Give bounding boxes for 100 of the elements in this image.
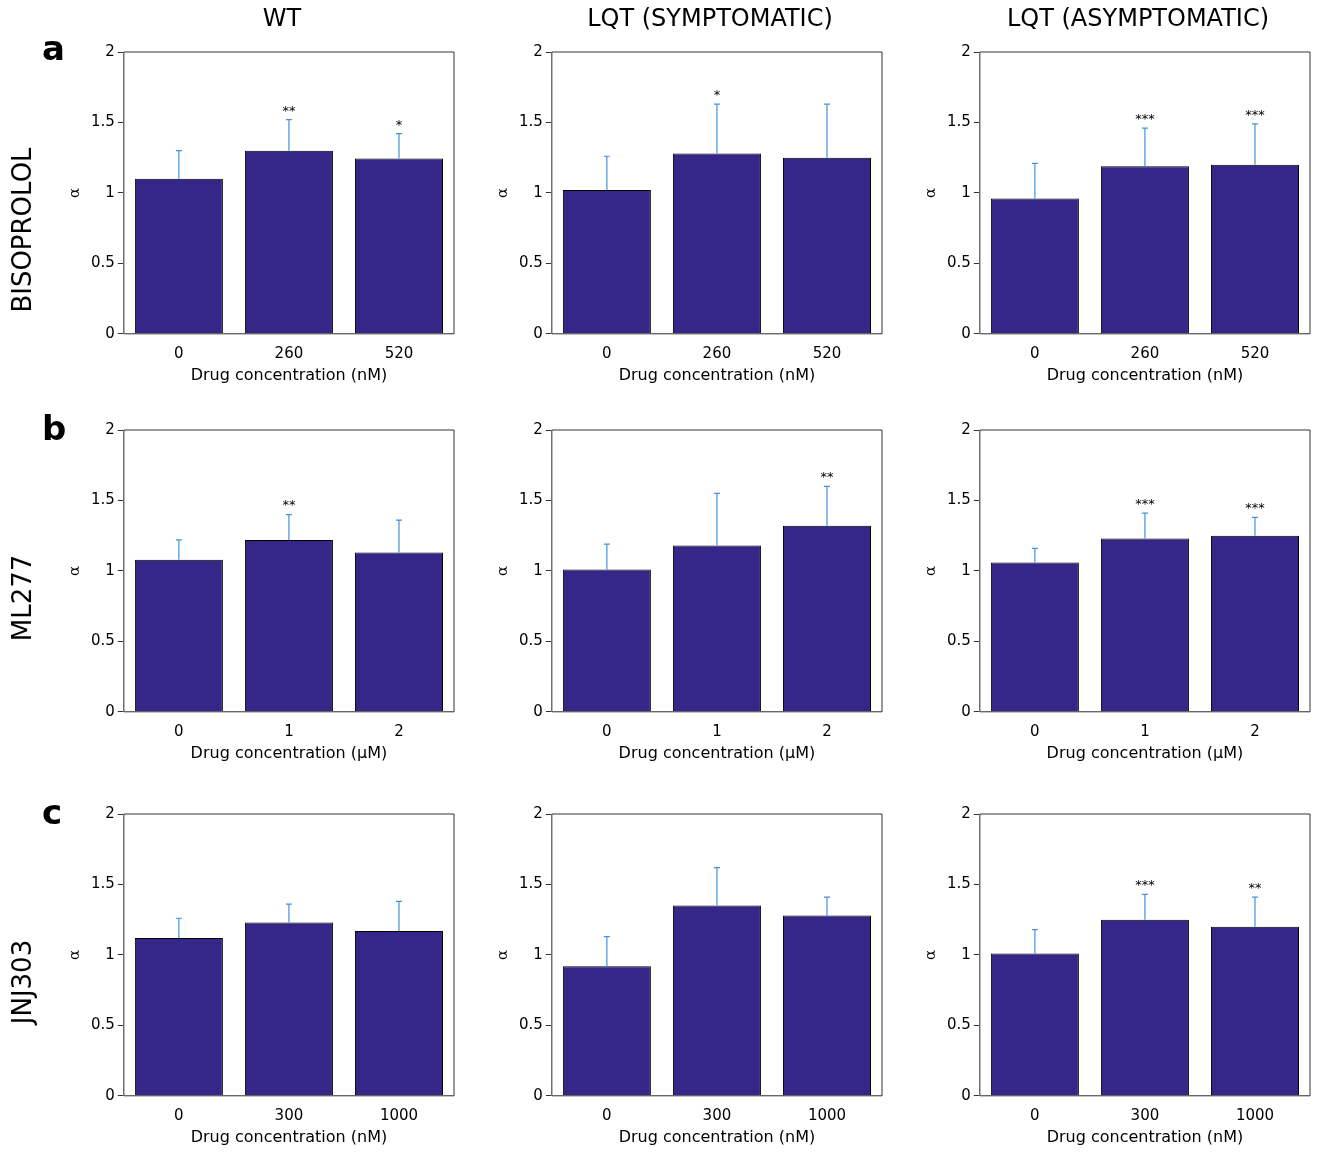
- y-tick-label: 0.5: [519, 631, 543, 650]
- x-tick-label: 2: [822, 721, 832, 740]
- annotation: **: [282, 497, 296, 513]
- y-axis-title: α: [920, 187, 939, 198]
- annotation: ***: [1245, 500, 1266, 516]
- x-tick-label: 1: [284, 721, 294, 740]
- y-tick-label: 0.5: [91, 253, 115, 272]
- y-tick-label: 1: [105, 560, 115, 579]
- annotation: ***: [1135, 496, 1156, 512]
- y-axis-title: α: [64, 565, 83, 576]
- x-tick-label: 1000: [807, 1105, 847, 1124]
- x-axis-title: Drug concentration (nM): [1046, 364, 1244, 384]
- y-tick-label: 1: [961, 182, 971, 201]
- x-axis-title: Drug concentration (μM): [618, 742, 816, 762]
- annotation: ***: [1135, 877, 1156, 893]
- x-tick-label: 0: [602, 343, 612, 362]
- x-tick-label: 300: [702, 1105, 732, 1124]
- y-tick-label: 0.5: [947, 1015, 971, 1034]
- y-tick-label: 1.5: [947, 112, 971, 131]
- x-tick-label: 520: [812, 343, 842, 362]
- x-axis-title: Drug concentration (μM): [190, 742, 388, 762]
- annotation: *: [395, 116, 403, 132]
- y-axis-title: α: [492, 949, 511, 960]
- y-tick-label: 2: [105, 419, 115, 438]
- x-tick-label: 0: [1030, 1105, 1040, 1124]
- x-tick-label: 1000: [379, 1105, 419, 1124]
- y-tick-label: 1: [105, 182, 115, 201]
- annotation: **: [820, 469, 834, 485]
- y-tick-label: 0: [105, 1085, 115, 1104]
- y-tick-label: 0: [105, 701, 115, 720]
- y-axis-title: α: [492, 187, 511, 198]
- chart-title: LQT (ASYMPTOMATIC): [1005, 4, 1271, 32]
- x-tick-label: 300: [1130, 1105, 1160, 1124]
- y-tick-label: 1: [961, 944, 971, 963]
- x-tick-label: 0: [174, 721, 184, 740]
- y-tick-label: 1.5: [519, 874, 543, 893]
- text: a: [42, 28, 65, 68]
- x-tick-label: 260: [702, 343, 732, 362]
- y-tick-label: 0: [105, 323, 115, 342]
- x-tick-label: 2: [394, 721, 404, 740]
- x-tick-label: 300: [274, 1105, 304, 1124]
- text: BISOPROLOL: [7, 147, 37, 313]
- y-tick-label: 1: [961, 560, 971, 579]
- x-tick-label: 1000: [1235, 1105, 1275, 1124]
- y-tick-label: 0: [961, 1085, 971, 1104]
- x-tick-label: 260: [274, 343, 304, 362]
- chart-title: LQT (SYMPTOMATIC): [586, 4, 834, 32]
- y-tick-label: 0.5: [519, 1015, 543, 1034]
- y-axis-title: α: [64, 949, 83, 960]
- annotation: ***: [1135, 110, 1156, 126]
- x-axis-title: Drug concentration (nM): [190, 1126, 388, 1146]
- y-axis-title: α: [64, 187, 83, 198]
- y-tick-label: 1.5: [519, 112, 543, 131]
- y-tick-label: 1: [533, 560, 543, 579]
- x-tick-label: 0: [1030, 721, 1040, 740]
- y-tick-label: 0.5: [947, 631, 971, 650]
- annotation: ***: [1245, 106, 1266, 122]
- y-tick-label: 1.5: [91, 874, 115, 893]
- y-tick-label: 1: [533, 182, 543, 201]
- y-tick-label: 2: [961, 419, 971, 438]
- y-tick-label: 1: [105, 944, 115, 963]
- y-tick-label: 1.5: [91, 112, 115, 131]
- text: JNJ303: [7, 939, 37, 1025]
- x-axis-title: Drug concentration (nM): [1046, 1126, 1244, 1146]
- y-tick-label: 0.5: [947, 253, 971, 272]
- text: b: [42, 408, 67, 448]
- x-tick-label: 0: [602, 721, 612, 740]
- x-tick-label: 0: [174, 343, 184, 362]
- y-tick-label: 1.5: [519, 490, 543, 509]
- x-tick-label: 0: [1030, 343, 1040, 362]
- y-axis-title: α: [492, 565, 511, 576]
- y-tick-label: 0.5: [91, 1015, 115, 1034]
- text: c: [42, 792, 63, 832]
- y-tick-label: 2: [961, 41, 971, 60]
- x-tick-label: 520: [1240, 343, 1270, 362]
- text: ML277: [7, 554, 37, 642]
- x-axis-title: Drug concentration (nM): [618, 1126, 816, 1146]
- y-tick-label: 0: [533, 323, 543, 342]
- y-tick-label: 0: [961, 323, 971, 342]
- x-axis-title: Drug concentration (nM): [618, 364, 816, 384]
- y-tick-label: 1.5: [947, 490, 971, 509]
- x-tick-label: 0: [602, 1105, 612, 1124]
- y-tick-label: 2: [105, 41, 115, 60]
- y-tick-label: 2: [105, 803, 115, 822]
- y-tick-label: 1.5: [947, 874, 971, 893]
- x-tick-label: 0: [174, 1105, 184, 1124]
- x-tick-label: 1: [1140, 721, 1150, 740]
- x-axis-title: Drug concentration (μM): [1046, 742, 1244, 762]
- y-tick-label: 0: [533, 701, 543, 720]
- x-tick-label: 260: [1130, 343, 1160, 362]
- y-tick-label: 0: [533, 1085, 543, 1104]
- x-axis-title: Drug concentration (nM): [190, 364, 388, 384]
- y-tick-label: 2: [533, 41, 543, 60]
- y-tick-label: 0.5: [91, 631, 115, 650]
- x-tick-label: 1: [712, 721, 722, 740]
- y-tick-label: 2: [533, 803, 543, 822]
- x-tick-label: 2: [1250, 721, 1260, 740]
- y-tick-label: 0: [961, 701, 971, 720]
- y-tick-label: 2: [961, 803, 971, 822]
- y-tick-label: 1.5: [91, 490, 115, 509]
